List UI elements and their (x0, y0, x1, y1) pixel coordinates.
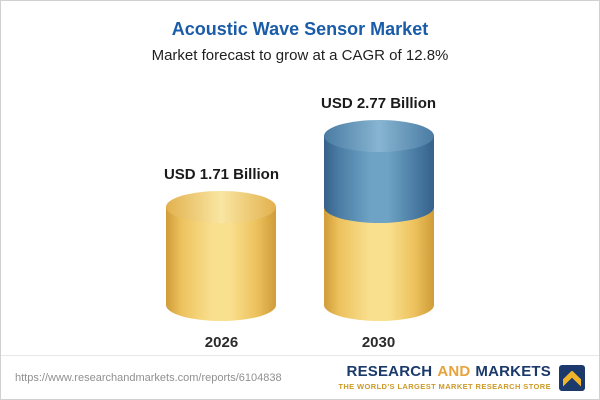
category-label-2026: 2026 (204, 334, 239, 351)
logo-text: RESEARCH AND MARKETS THE WORLD'S LARGEST… (338, 362, 551, 392)
cylinder-2030 (323, 120, 434, 321)
logo-tagline: THE WORLD'S LARGEST MARKET RESEARCH STOR… (338, 382, 551, 392)
value-label-2030: USD 2.77 Billion (321, 95, 437, 112)
bar-group-2026: USD 1.71 Billion 2026 (164, 166, 279, 351)
researchandmarkets-logo-icon (559, 364, 585, 391)
cylinder-2026 (166, 191, 277, 321)
logo-word-research: RESEARCH (346, 362, 433, 380)
segment-junction (323, 191, 434, 223)
logo-wordmark: RESEARCH AND MARKETS (346, 362, 551, 381)
researchandmarkets-logo: RESEARCH AND MARKETS THE WORLD'S LARGEST… (338, 362, 585, 392)
logo-word-markets: MARKETS (475, 362, 551, 380)
report-url: https://www.researchandmarkets.com/repor… (15, 371, 282, 384)
chart-title: Acoustic Wave Sensor Market (171, 19, 429, 39)
logo-word-and: AND (437, 362, 471, 380)
footer: https://www.researchandmarkets.com/repor… (1, 355, 599, 399)
bar-group-2030: USD 2.77 Billion 2030 (321, 95, 436, 351)
category-label-2030: 2030 (361, 334, 396, 351)
bar-chart: USD 1.71 Billion 2026 USD 2.77 Billion 2… (1, 64, 599, 355)
cylinder-top-cap (166, 191, 277, 223)
base-segment (166, 207, 277, 321)
base-segment (323, 207, 434, 321)
cylinder-top-cap (323, 120, 434, 152)
value-label-2026: USD 1.71 Billion (163, 166, 279, 183)
chart-subtitle: Market forecast to grow at a CAGR of 12.… (151, 47, 449, 64)
chart-header: Acoustic Wave Sensor Market Market forec… (1, 1, 599, 64)
